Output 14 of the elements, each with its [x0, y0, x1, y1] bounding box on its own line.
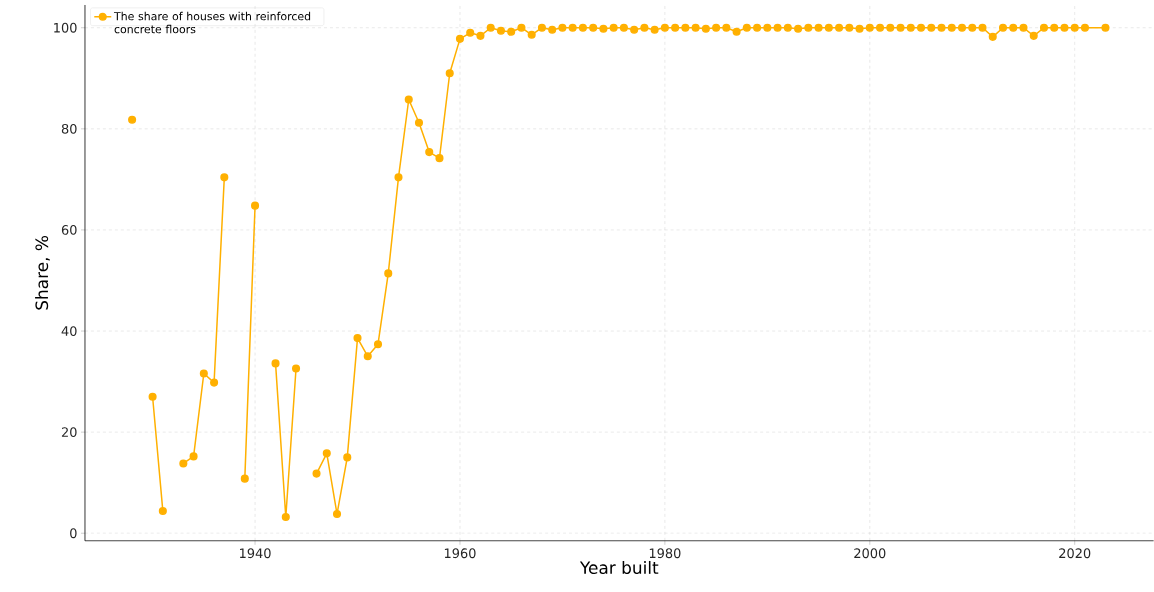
- x-tick-label: 1940: [240, 548, 271, 559]
- y-tick-label: 20: [61, 427, 77, 438]
- y-tick-label: 100: [54, 22, 77, 33]
- y-tick-label: 60: [61, 225, 77, 235]
- y-tick-label: 80: [61, 124, 77, 134]
- x-tick-label: 1980: [649, 548, 681, 559]
- legend-label: The share of houses with reinforced concrete floors: [113, 11, 311, 34]
- y-axis-title: Share, %: [35, 236, 50, 310]
- x-tick-label: 2020: [1059, 548, 1091, 559]
- x-tick-label: 1960: [444, 548, 476, 559]
- y-tick-label: 40: [61, 326, 77, 337]
- y-tick-label: 0: [70, 528, 77, 539]
- x-tick-label: 2000: [854, 548, 886, 559]
- x-axis-title: Year built: [579, 561, 659, 575]
